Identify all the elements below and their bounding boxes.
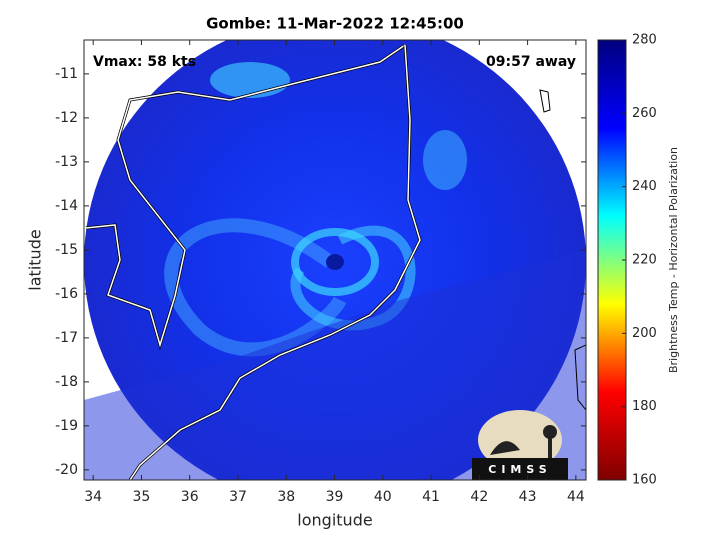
colorbar-tick-label: 280	[632, 33, 657, 48]
y-tick-label: -13	[55, 154, 78, 170]
x-tick-label: 38	[277, 489, 295, 505]
y-axis-label: latitude	[26, 229, 45, 290]
x-tick-label: 42	[470, 489, 488, 505]
y-tick-label: -18	[55, 374, 78, 390]
annotation: Vmax: 58 kts	[93, 54, 196, 70]
colorbar-tick-label: 160	[632, 473, 657, 488]
x-axis-label: longitude	[297, 511, 372, 530]
y-tick-label: -12	[55, 110, 78, 126]
x-tick-label: 44	[567, 489, 585, 505]
colorbar-label: Brightness Temp - Horizontal Polarizatio…	[667, 147, 680, 373]
x-tick-label: 35	[133, 489, 151, 505]
colorbar-tick-label: 260	[632, 106, 657, 121]
logo-text: CIMSS	[488, 463, 551, 476]
y-tick-label: -14	[55, 198, 78, 214]
colorbar-tick-label: 240	[632, 179, 657, 194]
y-tick-label: -16	[55, 286, 78, 302]
y-tick-label: -11	[55, 66, 78, 82]
x-tick-label: 37	[229, 489, 247, 505]
annotation: 09:57 away	[486, 54, 576, 70]
y-tick-label: -17	[55, 330, 78, 346]
x-tick-label: 34	[84, 489, 102, 505]
colorbar-tick-label: 200	[632, 326, 657, 341]
y-tick-label: -20	[55, 462, 78, 478]
colorbar-tick-label: 180	[632, 399, 657, 414]
imagery: CIMSS	[84, 40, 586, 480]
x-tick-label: 43	[519, 489, 537, 505]
colorbar-tick-label: 220	[632, 253, 657, 268]
y-tick-label: -15	[55, 242, 78, 258]
x-tick-label: 39	[326, 489, 344, 505]
logo: CIMSS	[472, 410, 568, 480]
x-tick-label: 40	[374, 489, 392, 505]
chart-title: Gombe: 11-Mar-2022 12:45:00	[206, 15, 464, 33]
x-tick-label: 41	[422, 489, 440, 505]
y-tick-label: -19	[55, 418, 78, 434]
colorbar	[597, 39, 627, 481]
x-tick-label: 36	[181, 489, 199, 505]
